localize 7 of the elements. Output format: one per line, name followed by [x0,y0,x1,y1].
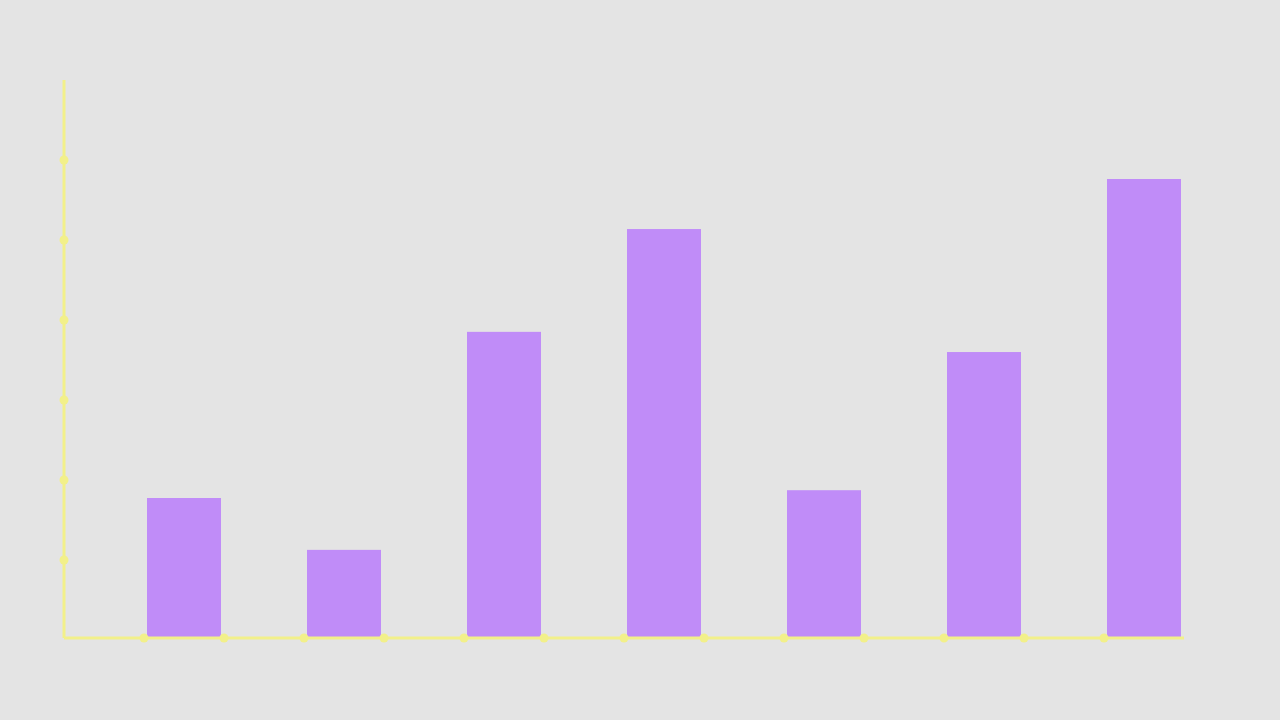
bar [1107,179,1181,638]
bar [467,331,541,638]
bar [947,352,1021,638]
bar [627,229,701,638]
bar [147,498,221,638]
bar [307,549,381,638]
bar [787,490,861,638]
